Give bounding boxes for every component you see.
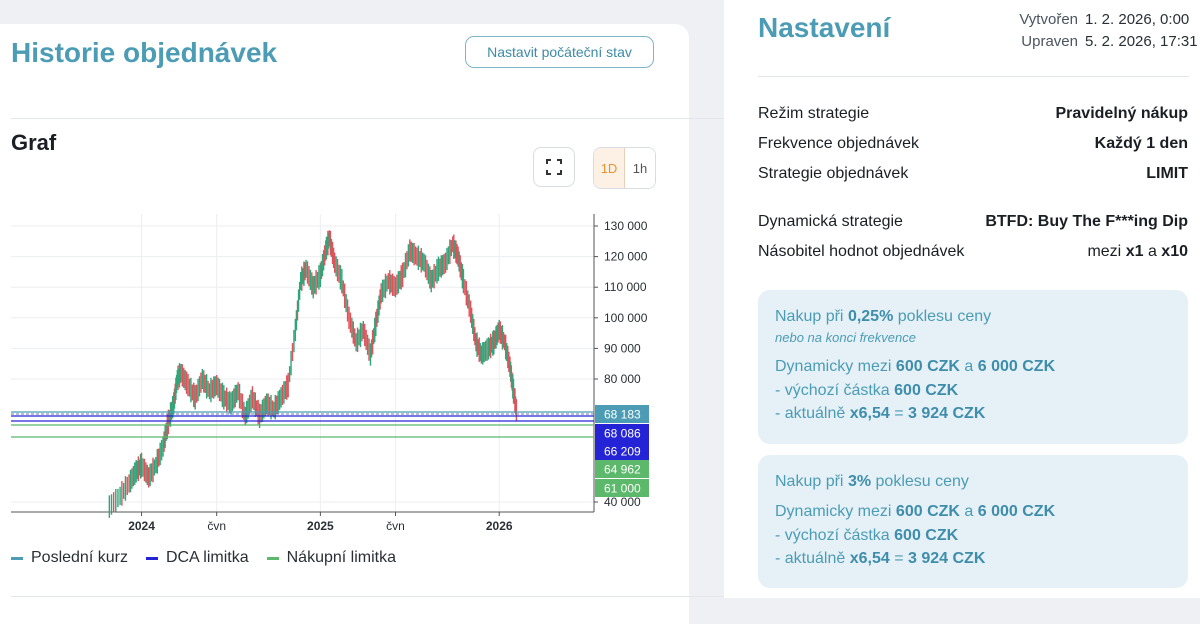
legend-divider [11,596,1165,597]
y-tick-label: 130 000 [604,219,648,233]
level-tag-label: 66 209 [604,445,641,459]
setting-value: Každý 1 den [1094,135,1188,152]
level-tag-bg [595,442,649,460]
price-chart[interactable]: 68 183 68 086 66 209 64 962 61 000 130 000 120… [0,200,689,540]
order-history-card [0,24,689,624]
multiplier-min: x1 [1125,243,1144,260]
setting-label: Dynamická strategie [758,213,903,230]
legend-item-dca-limit: DCA limitka [145,549,249,567]
dip-rule-box-2: Nakup při 3% poklesu ceny Dynamicky mezi… [758,455,1188,588]
x-tick-label: 2024 [128,519,155,533]
setting-label: Strategie objednávek [758,165,909,182]
setting-label: Frekvence objednávek [758,135,919,152]
dip-rule-current-amount: - aktuálně x6,54 = 3 924 CZK [775,405,986,422]
dip-percent: 0,25% [847,308,894,325]
timeframe-1d-button[interactable]: 1D [594,148,625,188]
dip-rule-current-amount: - aktuálně x6,54 = 3 924 CZK [775,550,986,567]
updated-label: Upraven [1021,33,1078,50]
settings-meta: Vytvořen 1. 2. 2026, 0:00 Upraven 5. 2. … [990,9,1198,53]
y-tick-label: 110 000 [604,280,647,294]
y-tick-label: 80 000 [604,372,641,386]
dip-rule-subtitle: nebo na konci frekvence [775,330,916,345]
x-tick-label: čvn [386,519,405,533]
setting-row-strategy-mode: Režim strategie Pravidelný nákup [758,105,1188,123]
created-label: Vytvořen [1019,11,1078,28]
level-tag-bg [595,405,649,423]
level-tag-bg [595,424,649,442]
legend-label: Poslední kurz [31,549,128,566]
level-tag-bg [595,479,649,497]
level-tag-label: 68 183 [604,408,641,422]
dip-rule-dynamic-range: Dynamicky mezi 600 CZK a 6 000 CZK [775,358,1056,375]
history-divider [11,118,1165,119]
dip-rule-dynamic-range: Dynamicky mezi 600 CZK a 6 000 CZK [775,503,1056,520]
set-initial-state-button[interactable]: Nastavit počáteční stav [465,36,654,68]
legend-swatch-dca-limit [145,556,158,560]
multiplier-prefix: mezi [1087,243,1122,260]
updated-value: 5. 2. 2026, 17:31 [1085,33,1198,50]
settings-divider [758,76,1189,77]
multiplier-max: x10 [1161,243,1188,260]
fullscreen-button[interactable] [533,147,575,187]
timeframe-1h-button[interactable]: 1h [625,148,655,188]
legend-swatch-last-price [11,556,23,560]
chart-legend: Poslední kurz DCA limitka Nákupní limitk… [11,549,414,567]
level-tag-label: 64 962 [604,463,641,477]
setting-value: BTFD: Buy The F***ing Dip [985,213,1188,230]
x-tick-label: 2025 [307,519,334,533]
dip-rule-box-1: Nakup při 0,25% poklesu ceny nebo na kon… [758,290,1188,444]
x-tick-label: 2026 [486,519,513,533]
graph-title: Graf [11,130,57,155]
setting-row-order-strategy: Strategie objednávek LIMIT [758,165,1188,183]
history-title: Historie objednávek [11,37,278,68]
setting-value: Pravidelný nákup [1055,105,1189,122]
y-tick-label: 100 000 [604,311,648,325]
setting-value: LIMIT [1146,165,1188,182]
level-tag-bg [595,460,649,478]
level-tag-label: 61 000 [604,482,641,496]
setting-label: Násobitel hodnot objednávek [758,243,965,260]
y-tick-label: 120 000 [604,250,648,264]
dip-percent: 3% [847,473,872,490]
setting-row-order-frequency: Frekvence objednávek Každý 1 den [758,135,1188,153]
settings-title: Nastavení [758,12,891,43]
setting-row-dynamic-strategy: Dynamická strategie BTFD: Buy The F***in… [758,213,1188,231]
multiplier-and: a [1147,243,1157,260]
x-tick-label: čvn [207,519,226,533]
legend-label: Nákupní limitka [286,549,396,566]
dip-rule-default-amount: - výchozí částka 600 CZK [775,382,959,399]
setting-label: Režim strategie [758,105,870,122]
setting-row-multiplier: Násobitel hodnot objednávek mezi x1 a x1… [758,243,1188,261]
y-tick-label: 90 000 [604,341,641,355]
timeframe-toggle: 1D 1h [593,147,656,189]
multiplier-value: mezi x1 a x10 [1087,243,1188,261]
legend-item-last-price: Poslední kurz [11,549,128,567]
level-tag-label: 68 086 [604,427,641,441]
legend-label: DCA limitka [165,549,249,566]
legend-item-buy-limit: Nákupní limitka [266,549,396,567]
dip-rule-default-amount: - výchozí částka 600 CZK [775,527,959,544]
fullscreen-icon [546,159,562,175]
y-tick-label: 40 000 [604,495,641,509]
legend-swatch-buy-limit [266,556,279,560]
dip-rule-header: Nakup při 0,25% poklesu ceny [775,308,992,325]
dip-rule-header: Nakup při 3% poklesu ceny [775,473,969,490]
created-value: 1. 2. 2026, 0:00 [1085,11,1190,28]
